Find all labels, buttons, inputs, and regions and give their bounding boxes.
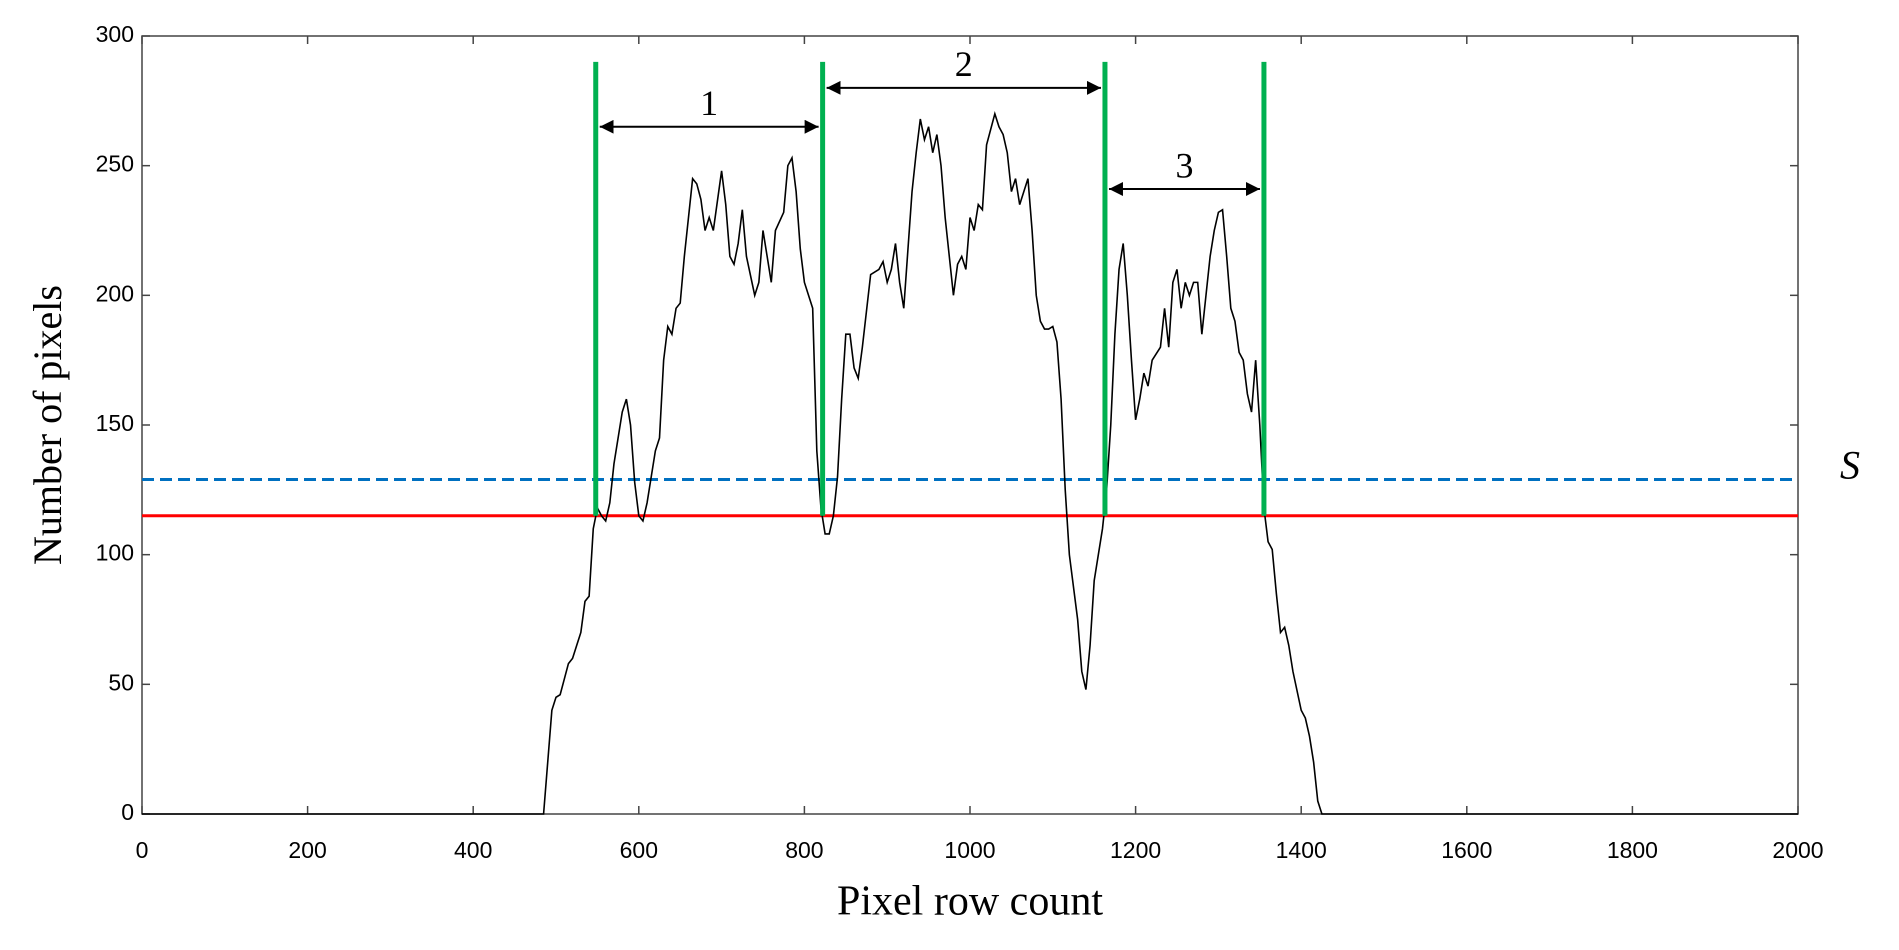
y-tick-label: 50 <box>108 669 134 695</box>
y-tick-label: 250 <box>96 151 134 177</box>
x-tick-label: 1600 <box>1441 837 1492 863</box>
plot-frame <box>141 35 1799 815</box>
y-tick-label: 200 <box>96 280 134 306</box>
x-tick-label: 800 <box>785 837 823 863</box>
y-tick-label: 150 <box>96 410 134 436</box>
x-tick-label: 1000 <box>944 837 995 863</box>
x-tick-label: 600 <box>620 837 658 863</box>
data-line <box>142 110 1798 815</box>
x-tick-label: 400 <box>454 837 492 863</box>
y-tick-label: 0 <box>121 799 134 825</box>
x-tick-label: 1200 <box>1110 837 1161 863</box>
x-tick-label: 1400 <box>1276 837 1327 863</box>
y-axis-label: Number of pixels <box>25 285 70 565</box>
y-tick-label: 100 <box>96 540 134 566</box>
segment-label: 3 <box>1175 145 1193 185</box>
y-tick-label: 300 <box>96 21 134 47</box>
x-tick-label: 0 <box>136 837 149 863</box>
segment-label: 1 <box>700 83 718 123</box>
x-tick-label: 2000 <box>1772 837 1823 863</box>
segment-label: 2 <box>955 44 973 84</box>
x-tick-label: 200 <box>288 837 326 863</box>
reference-label: S <box>1840 443 1860 488</box>
x-tick-label: 1800 <box>1607 837 1658 863</box>
x-axis-label: Pixel row count <box>837 879 1103 925</box>
